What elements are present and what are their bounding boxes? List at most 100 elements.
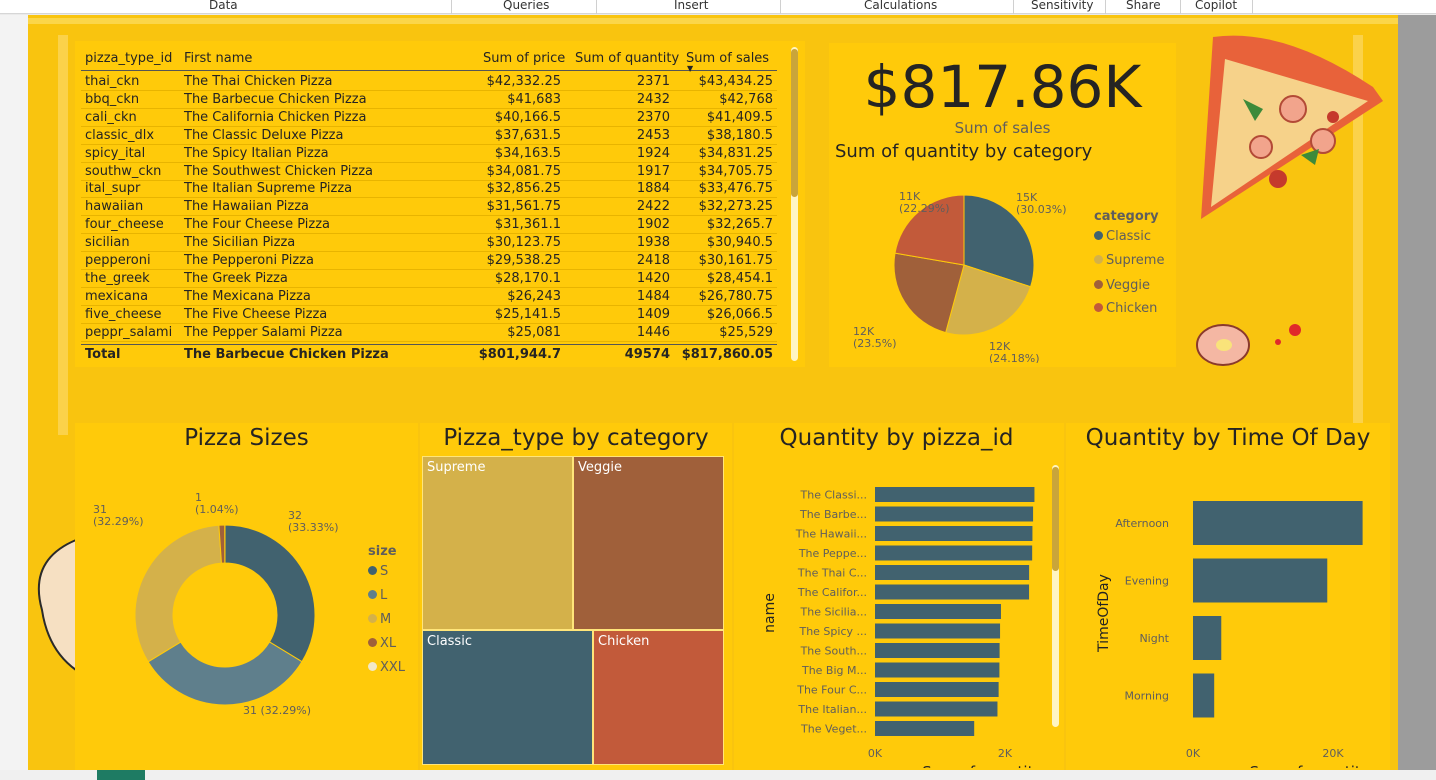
slice-m[interactable] (134, 524, 223, 663)
slice-veggie[interactable] (893, 252, 965, 334)
x-tick-label: 2K (998, 747, 1013, 760)
table-row[interactable]: sicilian The Sicilian Pizza $30,123.75 1938… (81, 234, 777, 253)
bar-12[interactable] (875, 721, 975, 736)
bar-8[interactable] (875, 643, 1000, 658)
table-row[interactable]: mexicana The Mexicana Pizza $26,243 1484 $26… (81, 288, 777, 306)
cell-sum-price: $34,081.75 (486, 163, 561, 179)
legend-size-s[interactable]: S (368, 564, 388, 579)
bar-0[interactable] (1193, 501, 1363, 545)
slice-classic[interactable] (963, 194, 1035, 288)
ribbon-separator (451, 0, 452, 14)
column-header-sum-sales[interactable]: Sum of sales (686, 51, 770, 66)
bar-4[interactable] (875, 565, 1030, 580)
legend-veggie[interactable]: Veggie (1094, 278, 1150, 293)
cell-first-name: The Southwest Chicken Pizza (184, 163, 374, 179)
bar-11[interactable] (875, 701, 998, 717)
table-scrollbar[interactable] (791, 47, 798, 361)
cell-sum-price: $32,856.25 (486, 181, 561, 197)
qty-by-time-bar-chart[interactable]: Afternoon Evening Night Morning 0K 20K Sum of … (1066, 463, 1386, 768)
bar-3[interactable] (875, 545, 1033, 561)
shrimp-illustration (1196, 324, 1301, 366)
ribbon-calculations[interactable]: Calculations (864, 0, 938, 12)
cell-pizza-type-id: hawaiian (85, 199, 144, 215)
treemap-cell-supreme[interactable]: Supreme (422, 456, 573, 630)
ribbon-sensitivity[interactable]: Sensitivity (1031, 0, 1094, 12)
page-tab[interactable] (97, 770, 145, 780)
table-row[interactable]: five_cheese The Five Cheese Pizza $25,141.… (81, 306, 777, 324)
column-header-sum-quantity[interactable]: Sum of quantity (575, 51, 680, 66)
bar-5[interactable] (875, 584, 1030, 600)
kpi-sales-label: Sum of sales (954, 119, 1051, 137)
slice-l[interactable] (147, 641, 303, 706)
cell-sum-quantity: 1484 (636, 288, 670, 304)
table-row[interactable]: spicy_ital The Spicy Italian Pizza $34,163… (81, 145, 777, 163)
table-row[interactable]: thai_ckn The Thai Chicken Pizza $42,332.25… (81, 73, 777, 91)
table-row[interactable]: bbq_ckn The Barbecue Chicken Pizza $41,683… (81, 91, 777, 109)
bar-7[interactable] (875, 623, 1001, 639)
ribbon-share[interactable]: Share (1126, 0, 1161, 12)
legend-classic[interactable]: Classic (1094, 229, 1151, 244)
category-tick-label: The Sicilia... (800, 606, 867, 619)
ribbon-queries[interactable]: Queries (503, 0, 550, 12)
legend-supreme[interactable]: Supreme (1094, 253, 1164, 268)
table-row[interactable]: cali_ckn The California Chicken Pizza $40,… (81, 109, 777, 127)
legend-size-xxl[interactable]: XXL (368, 660, 405, 675)
bar-10[interactable] (875, 682, 999, 697)
cell-first-name: The Classic Deluxe Pizza (184, 127, 344, 143)
slice-supreme[interactable] (945, 264, 1032, 336)
ribbon-data[interactable]: Data (209, 0, 238, 12)
qty-by-pizza-bar-chart[interactable]: The Classi... The Barbe... The Hawaii... Th… (734, 463, 1052, 768)
bar-2[interactable] (875, 526, 1033, 541)
category-pie-chart[interactable]: 15K (30.03%) 12K (24.18%) 12K (23.5%) 11K (22.2… (829, 173, 1089, 363)
bar-1[interactable] (875, 506, 1034, 522)
table-row[interactable]: hawaiian The Hawaiian Pizza $31,561.75 2422… (81, 198, 777, 217)
qty-by-time-panel: Quantity by Time Of Day Afternoon Evening… (1066, 423, 1390, 770)
legend-chicken[interactable]: Chicken (1094, 301, 1157, 316)
bar-2[interactable] (1193, 616, 1222, 660)
kpi-category-panel: $817.86K Sum of sales Sum of quantity by… (829, 43, 1176, 367)
category-tick-label: The Italian... (797, 703, 867, 716)
table-row[interactable]: peppr_salami The Pepper Salami Pizza $25,0… (81, 324, 777, 342)
table-row[interactable]: classic_dlx The Classic Deluxe Pizza $37,6… (81, 127, 777, 145)
column-header-first-name[interactable]: First name (184, 51, 253, 66)
table-row[interactable]: southw_ckn The Southwest Chicken Pizza $34… (81, 163, 777, 181)
pizza-sizes-donut-chart[interactable]: 32 (33.33%) 31 (32.29%) 31 (32.29%) 1 (1.04%) (75, 493, 365, 733)
sort-desc-icon[interactable]: ▼ (687, 64, 694, 73)
cell-sum-sales: $32,265.7 (706, 217, 773, 233)
cell-pizza-type-id: mexicana (85, 288, 149, 304)
slice-chicken[interactable] (894, 194, 965, 266)
legend-size-l[interactable]: L (368, 588, 387, 603)
bar-chart-scrollbar-thumb[interactable] (1052, 467, 1059, 571)
treemap-cell-classic[interactable]: Classic (422, 630, 593, 765)
legend-size-xl[interactable]: XL (368, 636, 396, 651)
ribbon-copilot[interactable]: Copilot (1195, 0, 1238, 12)
top-ribbon: Data Queries Insert Calculations Sensiti… (0, 0, 1436, 14)
cell-first-name: The Barbecue Chicken Pizza (184, 91, 367, 107)
table-row[interactable]: the_greek The Greek Pizza $28,170.1 1420 $28… (81, 270, 777, 288)
cell-pizza-type-id: southw_ckn (85, 163, 162, 179)
table-scrollbar-thumb[interactable] (791, 49, 798, 197)
slice-s[interactable] (224, 524, 316, 663)
cell-first-name: The Thai Chicken Pizza (184, 74, 333, 89)
table-row[interactable]: four_cheese The Four Cheese Pizza $31,361.… (81, 216, 777, 235)
bar-3[interactable] (1193, 673, 1215, 718)
bar-0[interactable] (875, 487, 1035, 502)
bar-9[interactable] (875, 662, 1000, 678)
ribbon-separator (1105, 0, 1106, 14)
y-axis-title: name (762, 593, 778, 633)
legend-size-m[interactable]: M (368, 612, 391, 627)
column-header-pizza-type-id[interactable]: pizza_type_id (85, 51, 173, 66)
cell-pizza-type-id: four_cheese (85, 217, 164, 233)
table-row[interactable]: ital_supr The Italian Supreme Pizza $32,85… (81, 180, 777, 199)
category-tick-label: The Veget... (800, 723, 867, 736)
treemap-cell-veggie[interactable]: Veggie (573, 456, 724, 630)
category-tick-label: The Four C... (796, 684, 867, 697)
column-header-sum-price[interactable]: Sum of price (483, 51, 566, 66)
ribbon-insert[interactable]: Insert (674, 0, 709, 12)
bar-6[interactable] (875, 604, 1001, 619)
table-row[interactable]: pepperoni The Pepperoni Pizza $29,538.25 24… (81, 252, 777, 270)
treemap-cell-chicken[interactable]: Chicken (593, 630, 724, 765)
bar-chart-scrollbar[interactable] (1052, 465, 1059, 727)
left-margin (0, 15, 28, 770)
bar-1[interactable] (1193, 558, 1328, 603)
